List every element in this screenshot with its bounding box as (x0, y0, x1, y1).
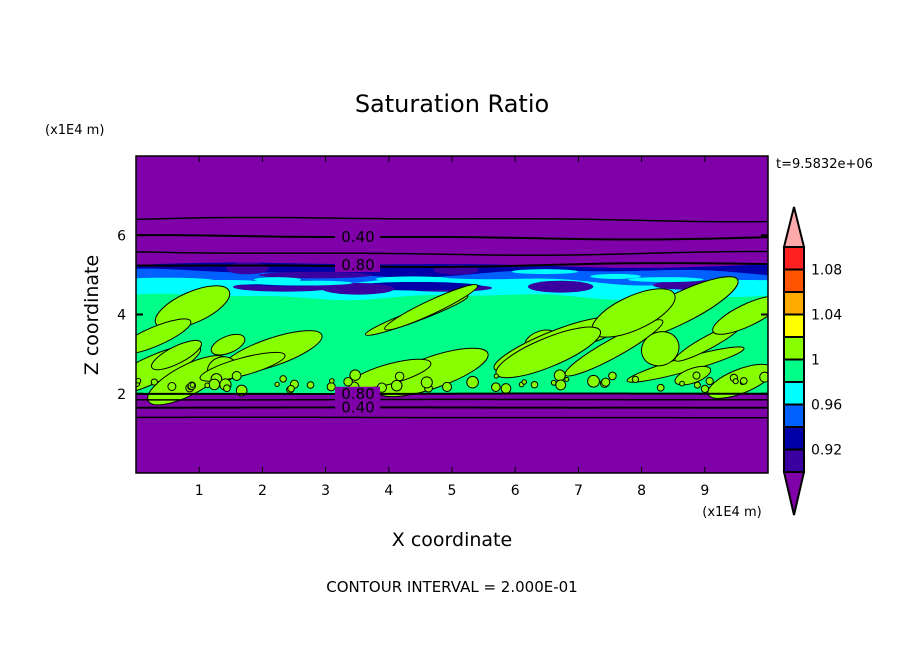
colorbar-swatch (784, 405, 804, 428)
y-tick-label: 2 (117, 387, 126, 403)
colorbar-swatch (784, 427, 804, 450)
contour-patch-1.00 (554, 370, 565, 381)
colorbar-tick-label: 0.92 (811, 443, 842, 459)
contour-patch-1.00 (680, 381, 685, 386)
contour-patch-1.00 (501, 384, 511, 394)
contour-patch-1.00 (693, 372, 700, 379)
y-unit-label: (x1E4 m) (45, 123, 104, 138)
streak (512, 269, 578, 274)
contour-label: 0.80 (341, 256, 374, 274)
contour-patch-1.00 (565, 377, 569, 381)
contour-patch-1.00 (740, 378, 747, 385)
contour-patch-1.00 (151, 379, 157, 385)
x-tick-label: 2 (258, 483, 267, 499)
contour-patch-1.00 (288, 385, 295, 392)
contour-patch-1.00 (522, 380, 526, 384)
colorbar-swatch (784, 247, 804, 270)
colorbar-swatch (784, 450, 804, 473)
x-unit-label: (x1E4 m) (702, 505, 761, 520)
colorbar-swatch (784, 315, 804, 338)
contour-label: 0.40 (341, 399, 374, 417)
colorbar-swatch (784, 337, 804, 360)
contour-patch-1.00 (395, 372, 404, 381)
contour-patch-1.00 (694, 382, 700, 388)
colorbar-tick-label: 0.96 (811, 398, 842, 414)
colorbar-swatch (784, 382, 804, 405)
contour-patch-1.00 (701, 385, 708, 392)
contour-patch-1.00 (556, 380, 566, 390)
contour-patch-1.00 (205, 383, 210, 388)
x-tick-label: 1 (195, 483, 204, 499)
colorbar-tick-label: 1.08 (811, 263, 842, 279)
streak (226, 262, 269, 274)
contour-patch-1.00 (706, 378, 713, 385)
plot-area (97, 156, 786, 473)
contour-patch-1.00 (733, 379, 738, 384)
colorbar-swatch (784, 292, 804, 315)
contour-patch-1.00 (421, 377, 432, 388)
contour-patch-1.00 (609, 372, 617, 380)
x-axis-label: X coordinate (392, 529, 512, 551)
streak (375, 276, 450, 281)
contour-patch-1.00 (602, 378, 610, 386)
contour-patch-1.00 (442, 382, 451, 391)
contour-patch-1.00 (307, 382, 314, 389)
contour-patch-1.00 (275, 382, 279, 386)
contour-patch-1.00 (467, 376, 479, 388)
x-tick-label: 7 (574, 483, 583, 499)
contour-line (136, 417, 768, 418)
colorbar-tick-label: 1.04 (811, 308, 842, 324)
contour-label: 0.40 (341, 228, 374, 246)
colorbar-swatch (784, 270, 804, 293)
colorbar-under-triangle (784, 472, 804, 515)
x-tick-label: 3 (321, 483, 330, 499)
contour-patch-1.00 (224, 385, 231, 392)
contour-patch-1.00 (190, 383, 195, 388)
contour-patch-1.00 (632, 376, 638, 382)
y-tick-label: 4 (117, 308, 126, 324)
contour-patch-1.00 (391, 380, 402, 391)
chart-title: Saturation Ratio (355, 90, 549, 118)
contour-patch-1.00 (494, 374, 498, 378)
colorbar-swatch (784, 360, 804, 383)
colorbar-tick-label: 1 (811, 353, 820, 369)
x-tick-label: 8 (637, 483, 646, 499)
contour-patch-1.00 (588, 375, 600, 387)
y-tick-label: 6 (117, 228, 126, 244)
colorbar: 0.92 0.96 1 1.04 1.08 (784, 207, 842, 515)
streak (590, 274, 641, 279)
colorbar-over-triangle (784, 207, 804, 247)
contour-patch-1.00 (280, 376, 286, 382)
streak (169, 280, 270, 285)
contour-patch-1.00 (168, 383, 176, 391)
contour-patch-1.00 (209, 379, 220, 390)
x-tick-label: 6 (511, 483, 520, 499)
streak (528, 281, 593, 293)
streak (628, 277, 703, 282)
contour-patch-1.00 (327, 383, 335, 391)
contour-patch-1.00 (350, 370, 361, 381)
contour-patch-1.00 (330, 379, 335, 384)
contour-interval-footer: CONTOUR INTERVAL = 2.000E-01 (326, 578, 577, 596)
x-tick-label: 4 (384, 483, 393, 499)
contour-patch-1.00 (492, 383, 501, 392)
contour-patch-1.00 (531, 382, 537, 388)
contour-patch-1.00 (657, 384, 664, 391)
y-axis-label: Z coordinate (81, 255, 103, 375)
x-tick-label: 9 (700, 483, 709, 499)
time-label: t=9.5832e+06 (776, 157, 873, 172)
x-tick-label: 5 (448, 483, 457, 499)
contour-patch-1.00 (232, 372, 241, 381)
